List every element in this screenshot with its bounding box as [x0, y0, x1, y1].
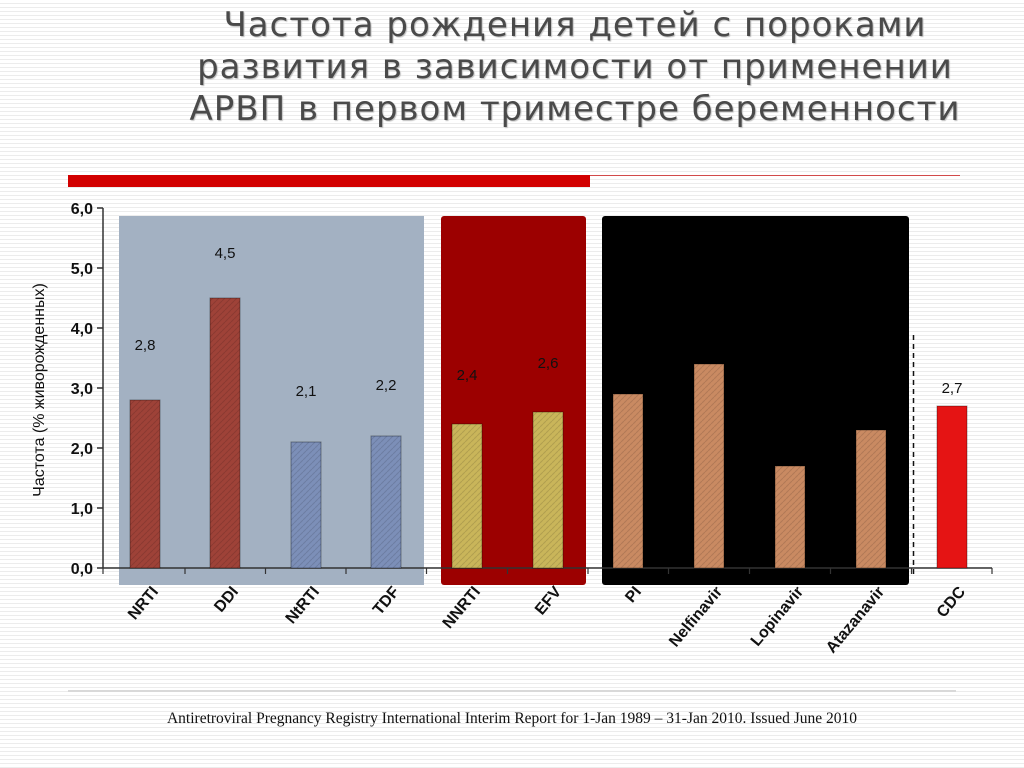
category-label: Lopinavir: [748, 584, 807, 650]
title-line-1: Частота рождения детей с пороками: [223, 5, 927, 45]
y-tick-label: 0,0: [71, 561, 93, 578]
bar-texture: [130, 400, 160, 568]
bar-texture: [694, 364, 724, 568]
y-axis-title: Частота (% живорожденных): [31, 283, 48, 497]
data-label: 2,2: [376, 377, 397, 394]
category-label: NRTI: [125, 584, 162, 624]
bar-texture: [775, 466, 805, 568]
title-thin-rule: [590, 175, 960, 176]
bar-texture: [291, 442, 321, 568]
y-tick-label: 2,0: [71, 441, 93, 458]
bar-texture: [533, 412, 563, 568]
y-tick-label: 6,0: [71, 201, 93, 218]
bar-chart: 0,0 1,0 2,0 3,0 4,0 5,0 6,0 2,8 4,5 2,1 2,2 2,4 2,6…: [31, 201, 993, 657]
title-line-2: развития в зависимости от применении: [197, 47, 953, 87]
data-label: 2,4: [457, 367, 478, 384]
y-tick-label: 1,0: [71, 501, 93, 518]
bar-texture: [613, 394, 643, 568]
y-tick-label: 4,0: [71, 321, 93, 338]
category-label: CDC: [934, 583, 970, 621]
category-label: TDF: [370, 583, 403, 618]
title-line-3: АРВП в первом триместре беременности: [189, 89, 961, 129]
data-label: 2,7: [942, 380, 963, 397]
bar-cdc: [936, 405, 968, 569]
category-label: NtRTI: [283, 584, 323, 628]
source-citation: Antiretroviral Pregnancy Registry Intern…: [166, 710, 858, 727]
bar-texture: [371, 436, 401, 568]
data-label: 2,8: [135, 337, 156, 354]
category-labels: NRTI DDI NtRTI TDF NNRTI EFV PI Nelfinavir Lopin…: [125, 583, 969, 656]
bottom-rule: [68, 690, 956, 692]
category-label: DDI: [211, 584, 242, 616]
bar-texture: [856, 430, 886, 568]
bars: [129, 297, 968, 569]
category-label: EFV: [532, 583, 565, 618]
title-accent-rule: [68, 175, 590, 187]
slide-title: Частота рождения детей с пороками развит…: [150, 4, 1000, 130]
bar-texture: [452, 424, 482, 568]
category-label: Atazanavir: [823, 584, 888, 657]
category-label: PI: [622, 584, 645, 607]
y-tick-label: 5,0: [71, 261, 93, 278]
category-label: NNRTI: [440, 584, 484, 632]
category-label: Nelfinavir: [666, 584, 726, 651]
data-label: 4,5: [215, 245, 236, 262]
data-labels: 2,8 4,5 2,1 2,2 2,4 2,6 2,7: [135, 245, 963, 400]
bar-texture: [210, 298, 240, 568]
data-label: 2,6: [538, 355, 559, 372]
group-panel-2: [602, 216, 909, 585]
y-tick-label: 3,0: [71, 381, 93, 398]
data-label: 2,1: [296, 383, 317, 400]
